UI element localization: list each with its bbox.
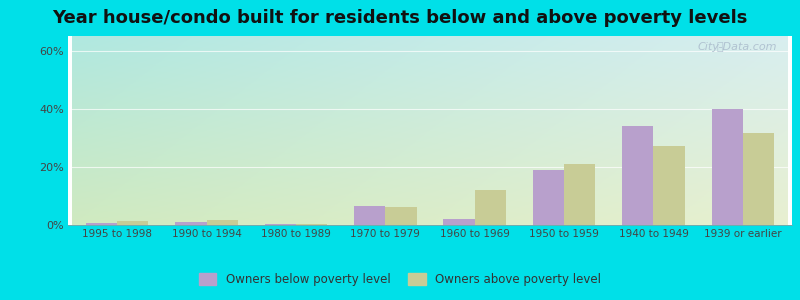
Legend: Owners below poverty level, Owners above poverty level: Owners below poverty level, Owners above… [194,268,606,291]
Bar [296,224,327,225]
Bar [533,170,564,225]
Bar [654,146,685,225]
Text: Year house/condo built for residents below and above poverty levels: Year house/condo built for residents bel… [52,9,748,27]
Bar [743,134,774,225]
Bar [564,164,595,225]
Bar [474,190,506,225]
Bar [265,224,296,225]
Bar [86,223,117,225]
Bar [622,126,654,225]
Bar [443,219,474,225]
Bar [354,206,386,225]
Bar [175,222,206,225]
Bar [386,207,417,225]
Bar [206,220,238,225]
Bar [711,109,743,225]
Bar [117,220,149,225]
Text: City-Data.com: City-Data.com [698,42,778,52]
Text: ⓘ: ⓘ [717,42,723,52]
